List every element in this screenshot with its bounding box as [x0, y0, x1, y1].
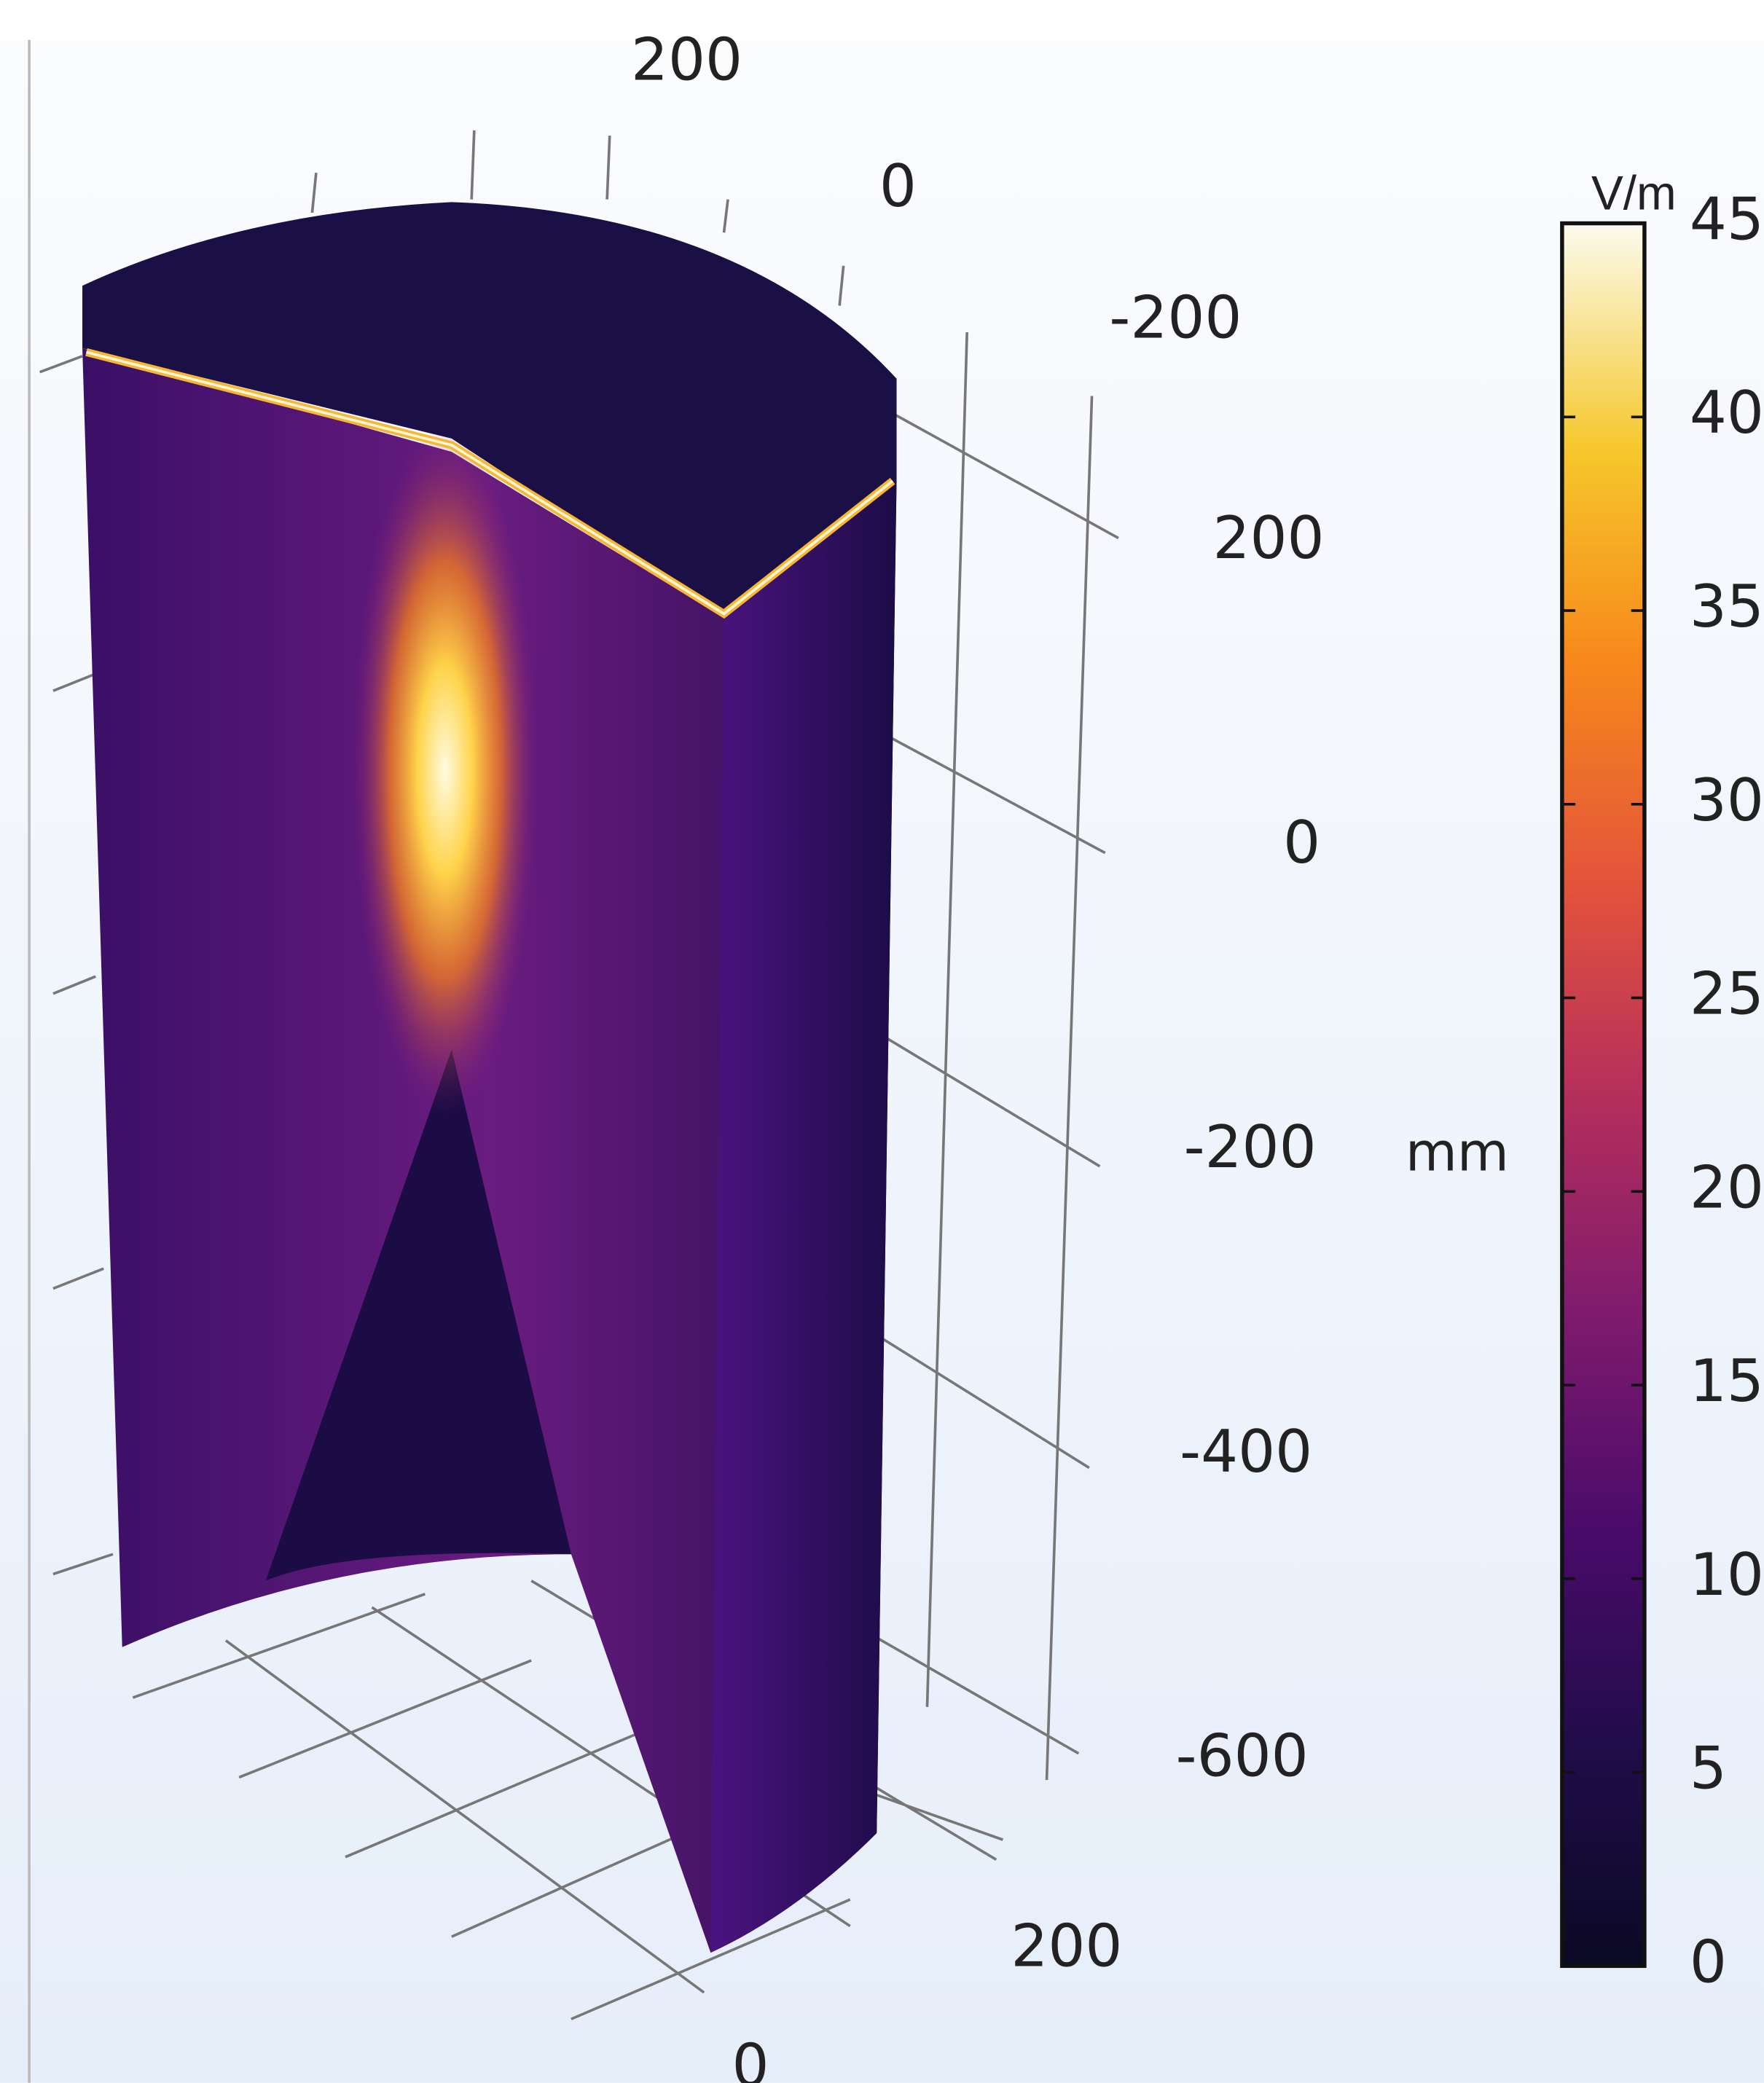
z-tick-label: -200 — [1184, 1113, 1317, 1181]
colorbar-tick-label: 20 — [1690, 1153, 1764, 1221]
colorbar — [1562, 224, 1645, 1966]
colorbar-tick-label: 45 — [1690, 185, 1764, 253]
top-band — [0, 0, 1764, 40]
z-tick-label: -600 — [1176, 1722, 1309, 1790]
colorbar-tick-label: 35 — [1690, 573, 1764, 640]
z-tick-label: -400 — [1180, 1418, 1312, 1486]
colorbar-tick-label: 15 — [1690, 1347, 1764, 1415]
colorbar-tick-label: 25 — [1690, 960, 1764, 1028]
x-tick-label: 200 — [631, 26, 742, 94]
x-tick-label: -200 — [1109, 283, 1242, 351]
x-tick-label: 0 — [879, 152, 917, 220]
y-tick-label: 200 — [1011, 1912, 1122, 1980]
z-tick-label: 200 — [1212, 504, 1324, 572]
colorbar-tick-label: 30 — [1690, 766, 1764, 834]
z-axis-label: mm — [1406, 1121, 1509, 1183]
colorbar-tick-label: 40 — [1690, 379, 1764, 447]
y-tick-label: 0 — [732, 2032, 769, 2083]
colorbar-tick-label: 5 — [1690, 1735, 1727, 1802]
colorbar-tick-label: 10 — [1690, 1541, 1764, 1609]
z-tick-label: 0 — [1283, 809, 1320, 876]
hot-spot — [352, 425, 538, 1116]
colorbar-tick-label: 0 — [1690, 1928, 1727, 1996]
outer-surface — [710, 479, 896, 1953]
page: V/m mm 200 0 -200 200 0 200 0 -200 -400 -600 0 5 10 1… — [0, 0, 1764, 2083]
plot-window: V/m mm 200 0 -200 200 0 200 0 -200 -400 -600 0 5 10 1… — [0, 0, 1764, 2083]
colorbar-label: V/m — [1591, 166, 1677, 219]
